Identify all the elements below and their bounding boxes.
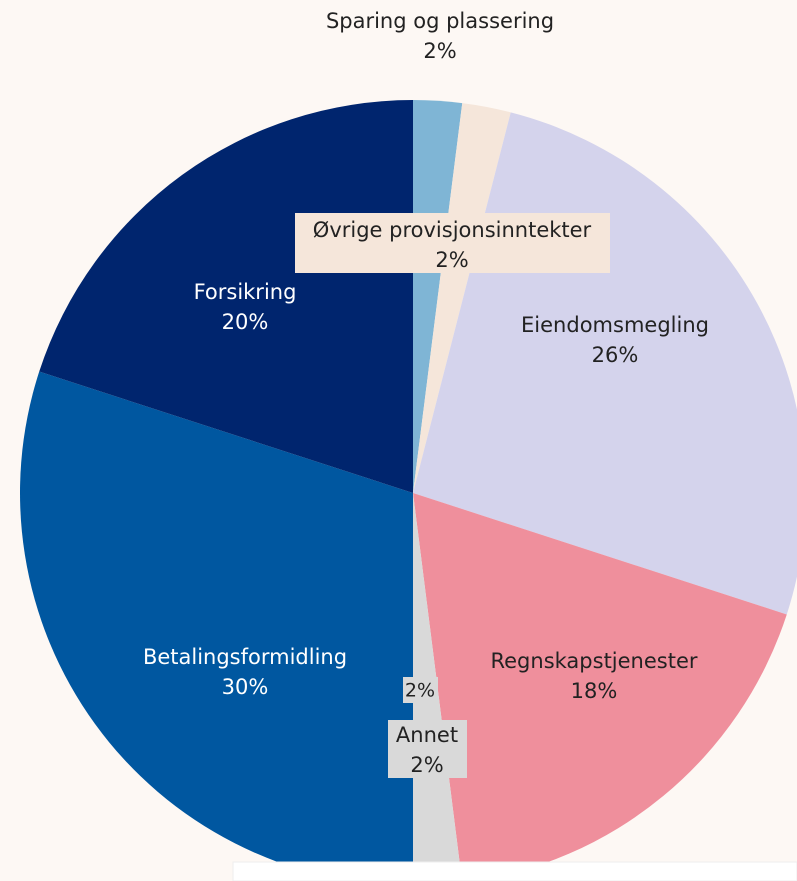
panel	[232, 861, 797, 881]
pie-slice	[413, 493, 787, 881]
slice-label: Eiendomsmegling	[521, 313, 709, 337]
label-box	[388, 720, 467, 778]
value-label: 26%	[592, 343, 639, 367]
value-label: 30%	[222, 675, 269, 699]
annotation: 2%	[405, 680, 435, 702]
value-label: 2%	[435, 248, 468, 272]
slice-label: Regnskapstjenester	[490, 649, 697, 673]
pie-slice	[20, 371, 413, 881]
value-label: 2%	[423, 39, 456, 63]
pie-slice	[39, 100, 413, 493]
slice-label: Annet	[396, 723, 458, 747]
value-label: 20%	[222, 310, 269, 334]
value-label: 18%	[571, 679, 618, 703]
label-box	[403, 677, 438, 703]
slice-label: Sparing og plassering	[326, 9, 554, 33]
slice-label: Øvrige provisjonsinntekter	[313, 218, 592, 242]
slice-label: Forsikring	[194, 280, 297, 304]
value-label: 2%	[410, 753, 443, 777]
pie-slice	[413, 103, 511, 493]
pie-slice	[413, 100, 463, 493]
slice-label: Betalingsformidling	[143, 645, 347, 669]
label-box	[295, 213, 610, 273]
pie-slice	[413, 493, 463, 881]
